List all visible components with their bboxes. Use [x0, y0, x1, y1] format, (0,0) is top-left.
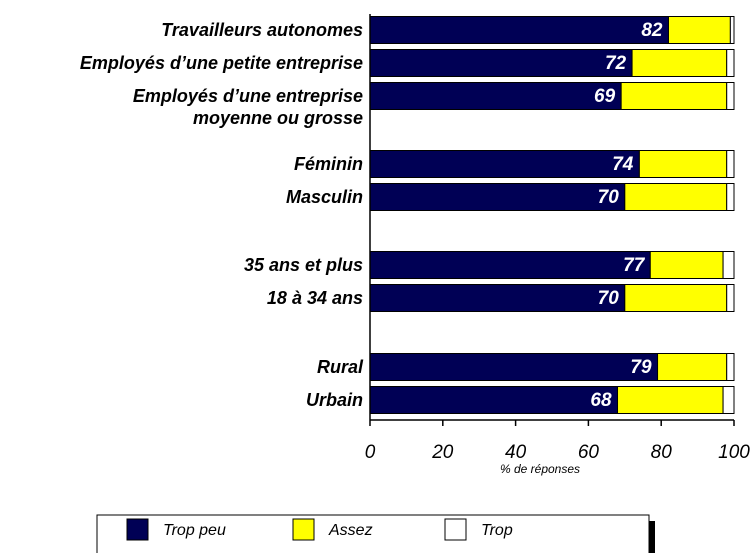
category-label: Employés d’une petite entreprise: [79, 53, 363, 73]
bar-segment: [722, 251, 735, 279]
bar-segment: [369, 183, 626, 211]
bar-segment: [631, 49, 728, 77]
bar-segment: [729, 16, 735, 44]
data-label: 74: [612, 154, 634, 175]
data-label: 77: [623, 255, 646, 276]
x-tick-label: 0: [365, 442, 376, 463]
bar-segment: [726, 353, 735, 381]
data-label: 79: [630, 357, 652, 378]
bar-segment: [617, 386, 724, 414]
bar-segment: [369, 150, 640, 178]
data-label: 70: [598, 288, 620, 309]
category-label: Rural: [316, 357, 363, 377]
legend-box: [96, 514, 650, 553]
x-tick-label: 60: [578, 442, 600, 463]
bar-segment: [369, 16, 669, 44]
bar-segment: [369, 82, 622, 110]
bar-segment: [657, 353, 728, 381]
legend-swatch: [126, 518, 149, 541]
bar-segment: [726, 49, 735, 77]
bar-segment: [369, 251, 651, 279]
bar-segment: [726, 284, 735, 312]
category-label: Masculin: [285, 187, 363, 207]
category-label: 35 ans et plus: [243, 255, 363, 275]
bar-segment: [369, 49, 633, 77]
bar-segment: [369, 353, 659, 381]
bar-segment: [726, 82, 735, 110]
legend-label: Trop peu: [163, 522, 226, 539]
data-label: 82: [641, 20, 663, 41]
category-label: Urbain: [305, 390, 363, 410]
bar-segment: [624, 284, 728, 312]
bar-segment: [620, 82, 728, 110]
data-label: 72: [605, 53, 627, 74]
data-label: 68: [590, 390, 612, 411]
bar-segment: [667, 16, 731, 44]
bar-segment: [726, 183, 735, 211]
category-label: Travailleurs autonomes: [161, 20, 363, 40]
bar-segment: [369, 386, 619, 414]
legend-label: Assez: [328, 522, 373, 539]
x-tick-label: 20: [431, 442, 454, 463]
bar-segment: [369, 284, 626, 312]
category-label: 18 à 34 ans: [266, 288, 363, 308]
category-label: Employés d’une entreprise moyenne ou gro…: [132, 86, 363, 128]
category-label: Féminin: [293, 154, 363, 174]
legend-swatch: [292, 518, 315, 541]
bar-segment: [624, 183, 728, 211]
legend-label: Trop: [481, 522, 513, 539]
x-tick-label: 100: [718, 442, 750, 463]
bar-segment: [726, 150, 735, 178]
data-label: 69: [594, 86, 616, 107]
bar-segment: [722, 386, 735, 414]
x-tick-label: 80: [651, 442, 673, 463]
legend-swatch: [444, 518, 467, 541]
bar-segment: [649, 251, 724, 279]
bar-segment: [638, 150, 728, 178]
data-label: 70: [598, 187, 620, 208]
x-axis-label: % de réponses: [500, 462, 580, 476]
x-tick-label: 40: [505, 442, 527, 463]
